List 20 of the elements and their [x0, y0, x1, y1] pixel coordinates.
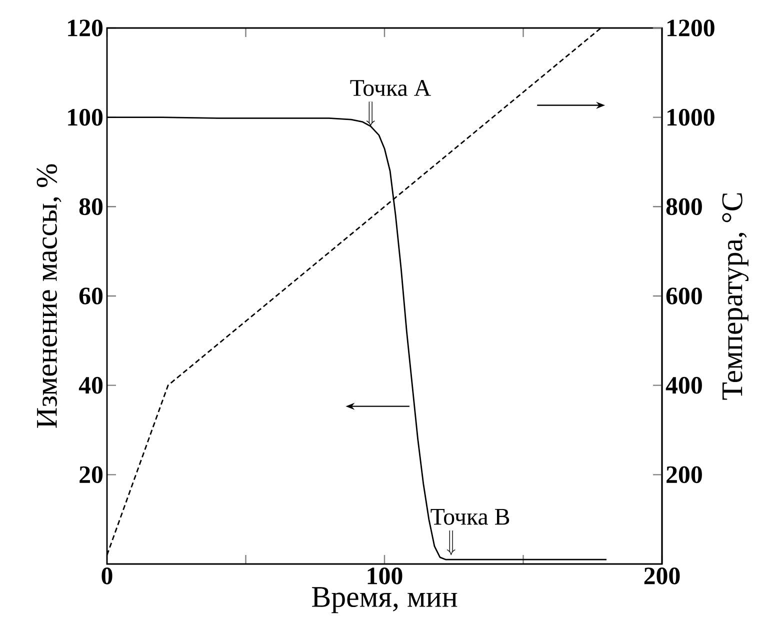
- x-tick-label: 0: [102, 568, 112, 584]
- y2-tick-label: 200: [666, 466, 702, 484]
- y-tick-label: 100: [68, 108, 103, 126]
- y-tick-label: 120: [68, 20, 103, 36]
- y-axis-title: Изменение массы, %: [36, 164, 62, 428]
- y2-tick-label: 800: [666, 198, 702, 216]
- x-tick-label: 100: [368, 568, 402, 584]
- y2-tick-label: 1200: [668, 20, 714, 36]
- y2-tick-label: 1000: [668, 108, 714, 126]
- x-axis-title: Время, мин: [312, 587, 458, 614]
- y2-tick-label: 400: [666, 376, 702, 394]
- y-tick-label: 80: [79, 198, 103, 216]
- y-tick-label: 20: [80, 466, 103, 484]
- annotation: Точка B: [430, 508, 510, 525]
- y-tick-label: 40: [78, 376, 103, 394]
- annotation: Точка A: [350, 80, 431, 96]
- y2-tick-label: 600: [666, 288, 702, 304]
- x-tick-label: 200: [644, 568, 680, 584]
- y2-axis-title: Температура, °C: [722, 193, 749, 400]
- y-tick-label: 60: [79, 288, 103, 304]
